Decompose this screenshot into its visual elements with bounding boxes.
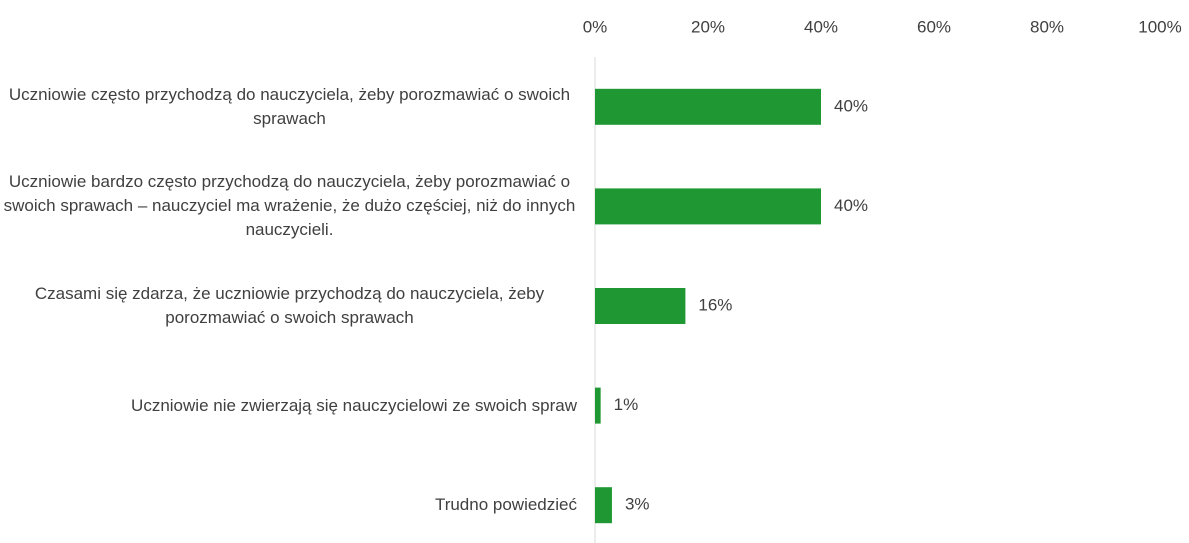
value-label: 1% <box>614 395 639 414</box>
value-label: 16% <box>698 295 732 314</box>
y-tick-label: Trudno powiedzieć <box>434 495 577 515</box>
x-tick-label: 60% <box>917 17 951 36</box>
value-label: 3% <box>625 495 650 514</box>
x-tick-label: 0% <box>583 17 608 36</box>
category-label-box: Czasami się zdarza, że uczniowie przycho… <box>0 256 577 356</box>
y-tick-label: Czasami się zdarza, że uczniowie przycho… <box>34 284 545 327</box>
category-label-box: Uczniowie bardzo często przychodzą do na… <box>0 156 577 256</box>
x-tick-label: 40% <box>804 17 838 36</box>
x-tick-label: 20% <box>691 17 725 36</box>
bar <box>595 88 821 125</box>
value-label: 40% <box>834 96 868 115</box>
y-tick-label: Uczniowie bardzo często przychodzą do na… <box>3 172 576 240</box>
y-tick-label: Uczniowie nie zwierzają się nauczycielow… <box>131 395 577 415</box>
x-tick-label: 100% <box>1138 17 1181 36</box>
category-label-box: Uczniowie często przychodzą do nauczycie… <box>0 57 577 157</box>
bar <box>595 288 686 324</box>
bar <box>595 387 601 424</box>
bar <box>595 188 821 225</box>
category-label-box: Uczniowie nie zwierzają się nauczycielow… <box>0 356 577 456</box>
bar <box>595 487 612 524</box>
y-tick-label: Uczniowie często przychodzą do nauczycie… <box>8 84 571 128</box>
x-tick-label: 80% <box>1030 17 1064 36</box>
category-label-box: Trudno powiedzieć <box>0 455 577 543</box>
value-label: 40% <box>834 196 868 215</box>
